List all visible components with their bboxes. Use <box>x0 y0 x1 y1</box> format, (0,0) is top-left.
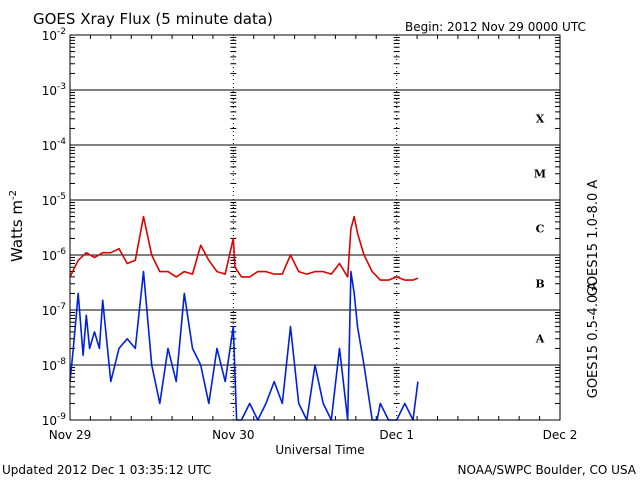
flare-class-c: C <box>536 223 545 236</box>
y-tick-base: 10 <box>42 29 57 43</box>
x-axis-ticks: Nov 29 Nov 30 Dec 1 Dec 2 <box>49 35 578 442</box>
x-axis-label: Universal Time <box>275 443 364 457</box>
flare-class-labels: A B C M X <box>534 113 546 346</box>
x-tick-label: Nov 30 <box>212 428 255 442</box>
y-tick-base: 10 <box>42 84 57 98</box>
footer-updated: Updated 2012 Dec 1 03:35:12 UTC <box>2 463 211 477</box>
flare-class-m: M <box>534 168 546 181</box>
y-tick-exp: -6 <box>57 247 66 257</box>
y-axis-label-text: Watts m <box>8 200 26 262</box>
y-tick-base: 10 <box>42 414 57 428</box>
series-line-0 <box>69 215 419 281</box>
x-tick-label: Nov 29 <box>49 428 92 442</box>
y-axis-label: Watts m-2 <box>8 190 26 262</box>
y-tick-exp: -2 <box>57 27 66 37</box>
y-tick-base: 10 <box>42 359 57 373</box>
y-tick-exp: -8 <box>57 357 66 367</box>
x-tick-label: Dec 1 <box>379 428 414 442</box>
chart-title: GOES Xray Flux (5 minute data) <box>33 10 273 28</box>
grid-lines <box>70 35 560 420</box>
legend-series-long: GOES15 1.0-8.0 A <box>586 180 601 297</box>
plot-frame <box>69 34 561 421</box>
y-tick-label: 10-7 <box>42 302 66 318</box>
y-tick-exp: -5 <box>57 192 66 202</box>
y-tick-label: 10-3 <box>42 82 66 98</box>
y-tick-exp: -7 <box>57 302 66 312</box>
y-tick-base: 10 <box>42 139 57 153</box>
flare-class-b: B <box>535 278 544 291</box>
x-tick-label: Dec 2 <box>543 428 578 442</box>
y-tick-label: 10-2 <box>42 27 66 43</box>
y-tick-label: 10-6 <box>42 247 67 263</box>
y-tick-label: 10-4 <box>42 137 67 153</box>
series-lines <box>69 215 419 421</box>
y-tick-exp: -4 <box>57 137 66 147</box>
y-axis-label-sup: -2 <box>8 190 19 200</box>
y-tick-label: 10-5 <box>42 192 66 208</box>
y-tick-label: 10-9 <box>42 412 67 428</box>
legend-series-short: GOES15 0.5-4.0 A <box>586 282 601 399</box>
y-tick-exp: -9 <box>57 412 66 422</box>
begin-label: Begin: 2012 Nov 29 0000 UTC <box>405 20 586 34</box>
y-tick-label: 10-8 <box>42 357 67 373</box>
series-line-1 <box>69 270 419 421</box>
y-tick-exp: -3 <box>57 82 66 92</box>
y-tick-base: 10 <box>42 304 57 318</box>
y-tick-base: 10 <box>42 249 57 263</box>
flare-class-x: X <box>536 113 545 126</box>
y-axis-ticks: 10-910-810-710-610-510-410-310-2 <box>42 27 560 428</box>
y-tick-base: 10 <box>42 194 57 208</box>
footer-credit: NOAA/SWPC Boulder, CO USA <box>458 463 637 477</box>
flare-class-a: A <box>535 333 545 346</box>
